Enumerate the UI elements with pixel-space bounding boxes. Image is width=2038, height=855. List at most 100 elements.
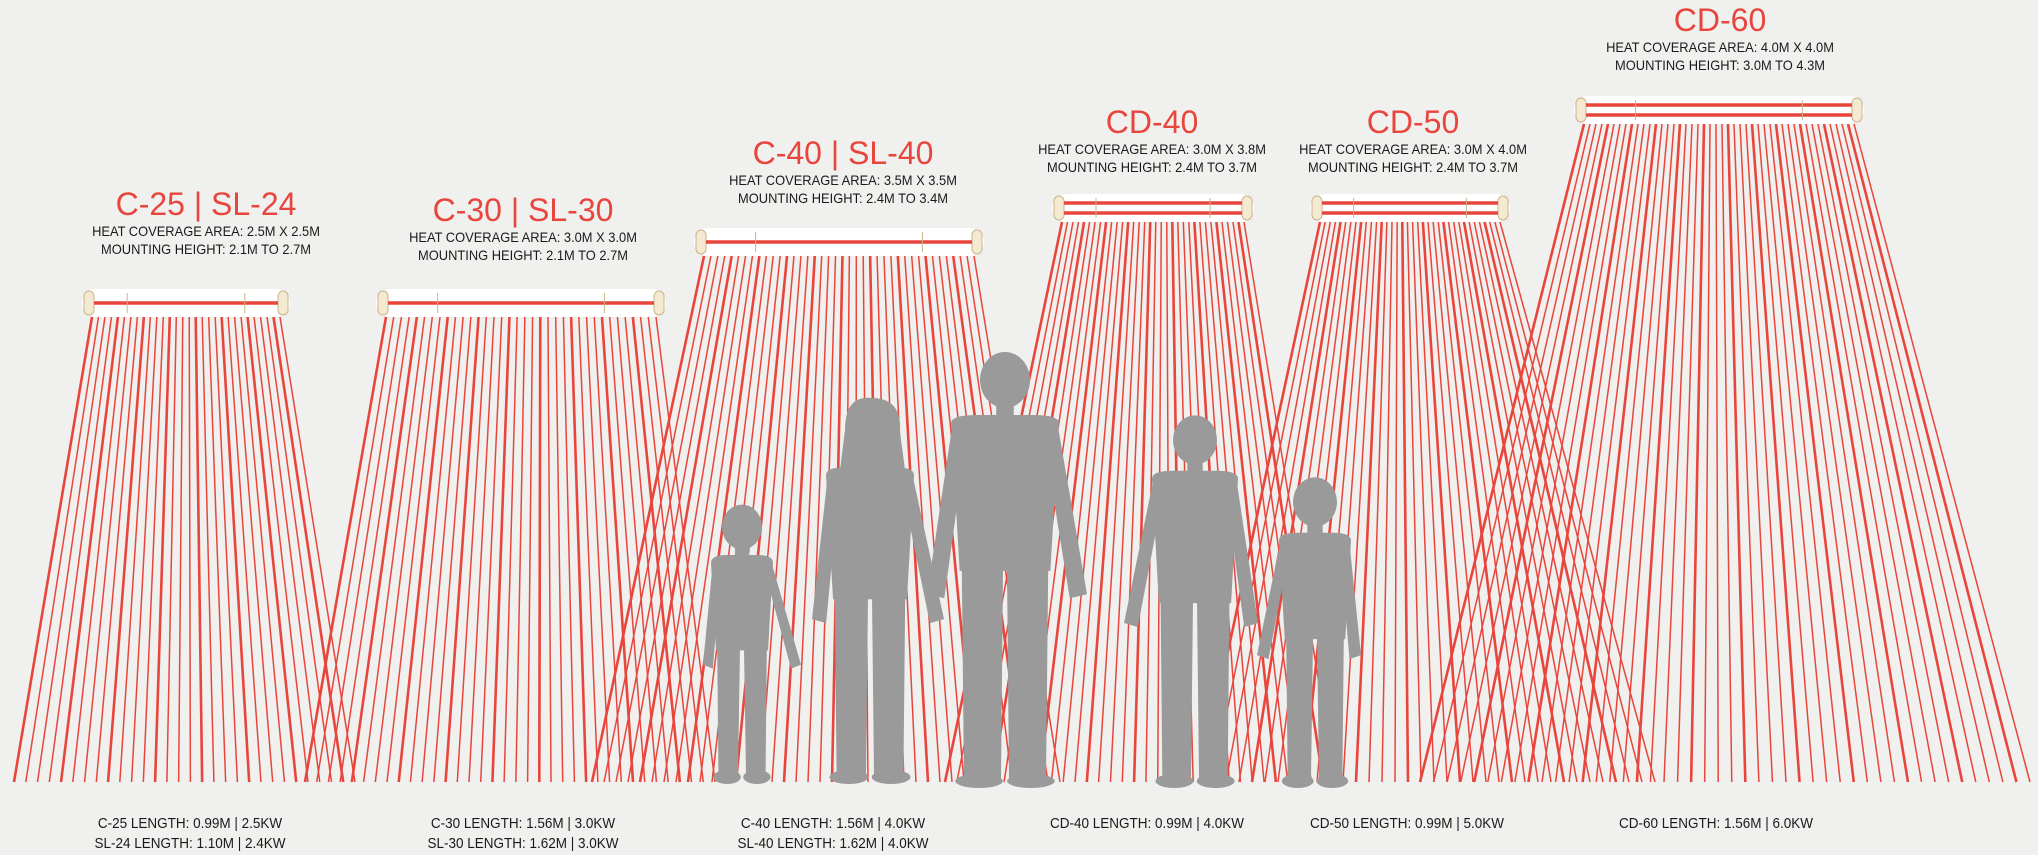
left-foot	[955, 774, 1003, 788]
heat-beam	[569, 316, 588, 783]
left-leg	[1160, 601, 1193, 778]
heat-beam	[734, 255, 789, 783]
mounting-height: MOUNTING HEIGHT: 2.4M TO 3.4M	[738, 190, 948, 206]
right-leg	[1197, 601, 1230, 778]
heat-beam	[48, 316, 113, 783]
family-silhouettes	[703, 352, 1361, 788]
right-arm	[1224, 476, 1258, 628]
heat-beam	[1715, 123, 1719, 783]
hair	[840, 397, 905, 470]
heater-housing	[1574, 96, 1864, 124]
right-leg	[1317, 637, 1344, 778]
heat-beam	[590, 255, 706, 783]
heater-unit	[1574, 96, 1864, 124]
heat-beam	[1835, 123, 1991, 783]
heat-beam	[266, 316, 333, 783]
heater-endcap	[1497, 195, 1509, 221]
heat-beam	[1487, 123, 1615, 783]
coverage-area: HEAT COVERAGE AREA: 3.0M X 3.8M	[1038, 141, 1266, 157]
heat-beam	[1411, 221, 1435, 783]
heat-beam	[807, 255, 830, 783]
silhouette-boy	[1124, 415, 1258, 788]
heat-beam	[1062, 221, 1118, 783]
heat-beam	[1721, 123, 1733, 783]
left-leg	[1286, 637, 1313, 778]
length-line: C-40 LENGTH: 1.56M | 4.0KW	[740, 815, 926, 832]
heat-beam	[1622, 123, 1675, 783]
heater-unit	[694, 228, 984, 256]
heater-housing	[1052, 194, 1254, 222]
left-arm	[812, 473, 841, 624]
heat-beam	[1442, 221, 1514, 783]
heat-beam	[386, 316, 441, 783]
heat-beam	[1568, 123, 1651, 783]
coverage-area: HEAT COVERAGE AREA: 3.0M X 4.0M	[1299, 141, 1527, 157]
heater-endcap	[377, 290, 389, 316]
neck	[996, 404, 1014, 417]
neck	[735, 546, 749, 556]
torso	[711, 555, 773, 651]
heater-housing	[1310, 194, 1510, 222]
heat-beam	[526, 316, 534, 783]
heater-units	[82, 96, 1864, 317]
heat-beam	[1757, 123, 1814, 783]
heat-beam	[1846, 123, 2018, 783]
heater-title: CD-60	[1673, 2, 1767, 38]
left-foot	[1155, 774, 1194, 788]
heat-beam	[12, 316, 94, 783]
right-arm	[1339, 538, 1361, 660]
heat-beam	[188, 316, 192, 783]
heater-label-c25: C-25 | SL-24 HEAT COVERAGE AREA: 2.5M X …	[82, 186, 330, 258]
heat-beam	[1432, 221, 1487, 783]
heat-beam	[1781, 123, 1869, 783]
heat-beam	[1109, 221, 1140, 783]
length-cd60: CD-60 LENGTH: 1.56M | 6.0KW	[1608, 814, 1824, 834]
heat-beam	[1238, 221, 1337, 783]
heat-beam	[1406, 221, 1422, 783]
heat-beam	[624, 316, 669, 783]
heat-beam	[83, 316, 132, 783]
left-foot	[713, 770, 741, 784]
length-line: SL-30 LENGTH: 1.62M | 3.0KW	[427, 835, 619, 852]
heat-beam	[479, 316, 503, 783]
heater-title: CD-50	[1366, 104, 1460, 140]
heat-beam	[1811, 123, 1936, 783]
heat-beam	[433, 316, 472, 783]
heat-beam	[639, 316, 693, 783]
heat-beam	[616, 316, 658, 783]
heat-beam	[130, 316, 158, 783]
right-leg	[872, 597, 906, 774]
heat-beam	[593, 316, 623, 783]
heat-beam	[444, 316, 480, 783]
heat-beam	[259, 316, 321, 783]
head	[1293, 477, 1337, 527]
heat-beam	[1663, 123, 1693, 783]
heat-beam	[421, 316, 464, 783]
heat-beam	[36, 316, 106, 783]
left-leg	[961, 568, 1003, 778]
left-leg	[717, 648, 740, 774]
heat-beam	[1514, 123, 1627, 783]
heater-endcap	[1053, 195, 1065, 221]
heat-beam	[1381, 221, 1393, 783]
heater-unit	[1052, 194, 1254, 222]
heat-beam	[615, 255, 719, 783]
heat-beam	[1418, 123, 1586, 783]
heat-beam	[1368, 221, 1388, 783]
heat-beam	[515, 316, 526, 783]
heater-unit	[376, 289, 666, 317]
heat-beam	[638, 255, 733, 783]
torso	[1152, 470, 1238, 604]
length-c30: C-30 LENGTH: 1.56M | 3.0KW SL-30 LENGTH:…	[417, 814, 629, 854]
heat-beam	[1609, 123, 1669, 783]
right-leg	[1007, 568, 1049, 778]
heat-beam	[315, 316, 395, 783]
heat-beam	[1342, 221, 1378, 783]
left-arm	[1257, 538, 1291, 660]
heat-beam	[1468, 221, 1578, 783]
heat-beam	[1212, 221, 1326, 783]
coverage-area: HEAT COVERAGE AREA: 3.0M X 3.0M	[409, 229, 637, 245]
heater-endcap	[1575, 97, 1587, 123]
heat-beam	[1829, 123, 1977, 783]
